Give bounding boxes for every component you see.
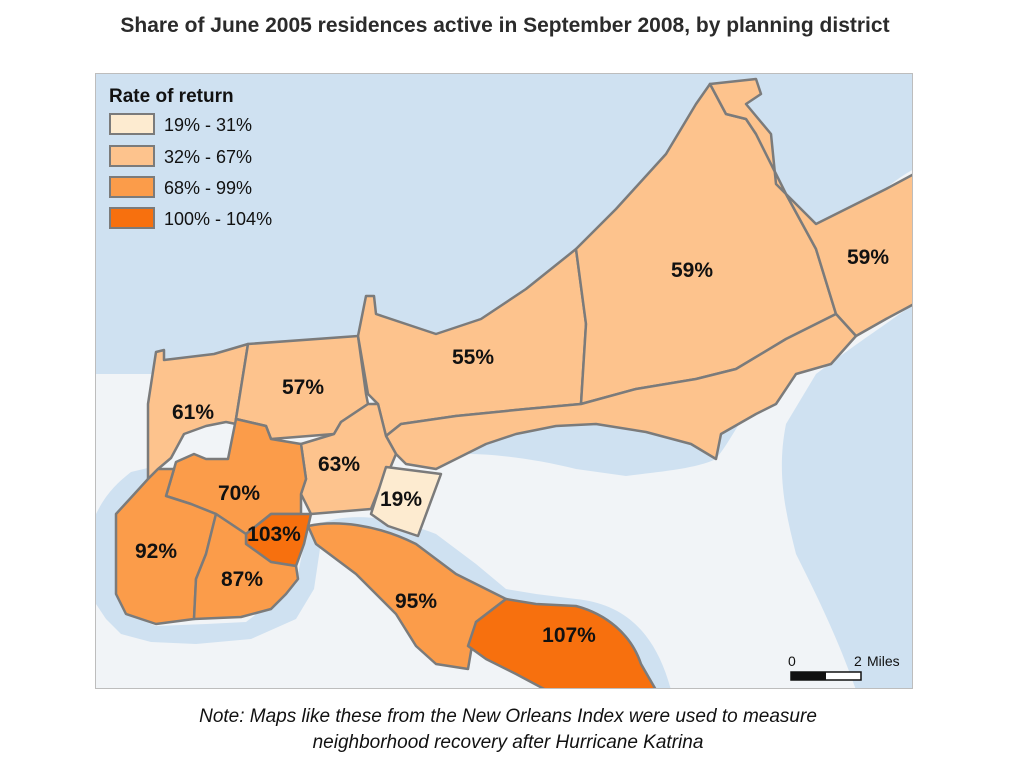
river-water <box>96 466 671 688</box>
legend-label-1: 19% - 31% <box>164 115 252 135</box>
district-map: 61% 57% 55% 59% 59% 63% 19% 70% 103% 92%… <box>96 74 913 689</box>
map-frame: 61% 57% 55% 59% 59% 63% 19% 70% 103% 92%… <box>95 73 913 689</box>
label-district-70: 70% <box>218 482 260 505</box>
district-107[interactable] <box>466 597 657 689</box>
legend-label-3: 68% - 99% <box>164 178 252 198</box>
legend: Rate of return 19% - 31% 32% - 67% 68% -… <box>109 86 272 229</box>
legend-label-4: 100% - 104% <box>164 209 272 229</box>
label-district-19: 19% <box>380 488 422 511</box>
label-district-55: 55% <box>452 346 494 369</box>
bay-water <box>781 305 912 688</box>
district-19[interactable] <box>369 465 443 538</box>
label-district-59-west: 59% <box>671 259 713 282</box>
scale-bar-end: 2 <box>854 653 862 669</box>
legend-title: Rate of return <box>109 86 234 107</box>
label-district-92: 92% <box>135 540 177 563</box>
district-59-east[interactable] <box>708 77 913 338</box>
footnote-line-1: Note: Maps like these from the New Orlea… <box>199 706 817 727</box>
label-district-95: 95% <box>395 590 437 613</box>
label-district-103: 103% <box>247 523 301 546</box>
legend-label-2: 32% - 67% <box>164 147 252 167</box>
legend-swatch-4 <box>109 207 155 229</box>
scale-bar-unit: Miles <box>867 653 900 669</box>
map-title: Share of June 2005 residences active in … <box>120 14 890 37</box>
label-district-63: 63% <box>318 453 360 476</box>
label-district-59-east: 59% <box>847 246 889 269</box>
label-district-87: 87% <box>221 568 263 591</box>
scale-bar-fill <box>791 672 826 680</box>
district-east-corridor[interactable] <box>384 312 858 471</box>
district-95[interactable] <box>306 522 508 671</box>
district-87[interactable] <box>192 512 300 621</box>
legend-swatch-1 <box>109 113 155 135</box>
label-district-107: 107% <box>542 624 596 647</box>
footnote: Note: Maps like these from the New Orlea… <box>0 704 1016 756</box>
legend-swatch-2 <box>109 145 155 167</box>
scale-bar-start: 0 <box>788 653 796 669</box>
footnote-line-2: neighborhood recovery after Hurricane Ka… <box>312 732 704 753</box>
label-district-57: 57% <box>282 376 324 399</box>
scale-bar: 0 2 Miles <box>788 653 900 681</box>
label-district-61: 61% <box>172 401 214 424</box>
legend-swatch-3 <box>109 176 155 198</box>
